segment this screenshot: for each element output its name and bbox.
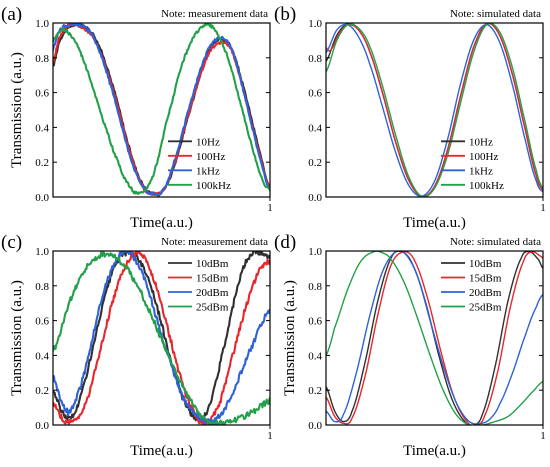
legend-label-15dbm: 15dBm <box>469 273 502 285</box>
y-tick-label: 0.8 <box>35 281 49 293</box>
x-axis-label: Time(a.u.) <box>130 443 193 459</box>
y-tick-label: 0.0 <box>35 192 49 204</box>
y-tick-label: 0.4 <box>308 122 322 134</box>
chart-panel-b: 0.0 0.2 0.4 0.6 0.8 1.0 1 Time(a.u.) (b) Note: si… <box>274 4 546 231</box>
y-tick-label: 0.4 <box>308 350 322 362</box>
x-tick-label: 1 <box>540 202 546 214</box>
legend-label-10dbm: 10dBm <box>469 258 502 270</box>
panel-note: Note: simulated data <box>450 8 541 20</box>
legend-label-10hz: 10Hz <box>196 136 220 148</box>
x-tick-label: 1 <box>267 430 273 442</box>
series-line-1khz <box>326 23 543 197</box>
y-tick-label: 0.2 <box>35 157 49 169</box>
chart-panel-d: 0.0 0.2 0.4 0.6 0.8 1.0 1 Time(a.u.) Transmissio… <box>274 232 546 459</box>
legend-label-10dbm: 10dBm <box>196 258 229 270</box>
series-line-100khz <box>53 23 270 196</box>
y-tick-label: 0.4 <box>35 350 49 362</box>
chart-panel-c: 0.0 0.2 0.4 0.6 0.8 1.0 1 Time(a.u.) Transmissio… <box>1 232 273 459</box>
legend-label-100hz: 100Hz <box>196 151 225 163</box>
plot-frame <box>52 250 271 426</box>
y-tick-label: 0.4 <box>35 122 49 134</box>
series-line-15dbm <box>53 251 270 425</box>
series-line-20dbm <box>326 251 543 425</box>
plot-frame <box>325 22 544 198</box>
y-axis-label: Transmission (a.u.) <box>9 52 25 168</box>
y-tick-label: 0.6 <box>35 316 49 328</box>
panel-letter: (c) <box>1 232 22 253</box>
panel-letter: (b) <box>274 4 296 25</box>
x-axis-label: Time(a.u.) <box>130 215 193 231</box>
y-tick-label: 0.2 <box>35 385 49 397</box>
y-tick-label: 0.0 <box>35 420 49 432</box>
y-tick-label: 0.2 <box>308 385 322 397</box>
series-line-20dbm <box>53 251 270 425</box>
y-tick-label: 0.0 <box>308 192 322 204</box>
y-axis-label: Transmission (a.u.) <box>282 280 298 396</box>
y-tick-label: 0.8 <box>35 53 49 65</box>
panel-note: Note: measurement data <box>161 8 268 20</box>
y-tick-label: 1.0 <box>308 18 322 30</box>
series-line-25dbm <box>53 251 270 425</box>
series-line-25dbm <box>326 251 543 425</box>
series-line-10dbm <box>53 251 270 424</box>
plot-frame <box>52 22 271 198</box>
series-line-100khz <box>326 23 543 197</box>
series-line-1khz <box>53 23 270 197</box>
legend-label-20dbm: 20dBm <box>196 287 229 299</box>
legend-label-20dbm: 20dBm <box>469 287 502 299</box>
x-axis-label: Time(a.u.) <box>403 215 466 231</box>
y-tick-label: 1.0 <box>35 246 49 258</box>
y-tick-label: 0.8 <box>308 53 322 65</box>
series-line-100hz <box>326 23 543 197</box>
panel-note: Note: measurement data <box>161 236 268 248</box>
x-axis-label: Time(a.u.) <box>403 443 466 459</box>
plot-frame <box>325 250 544 426</box>
legend-label-10hz: 10Hz <box>469 136 493 148</box>
series-line-10hz <box>326 23 543 197</box>
y-tick-label: 1.0 <box>308 246 322 258</box>
legend-label-100khz: 100kHz <box>469 180 504 192</box>
y-axis-label: Transmission (a.u.) <box>9 280 25 396</box>
y-tick-label: 0.2 <box>308 157 322 169</box>
series-line-15dbm <box>326 251 543 425</box>
y-tick-label: 0.6 <box>308 316 322 328</box>
x-tick-label: 1 <box>540 430 546 442</box>
panel-letter: (a) <box>1 4 22 25</box>
y-tick-label: 1.0 <box>35 18 49 30</box>
series-line-100hz <box>53 23 270 197</box>
legend-label-25dbm: 25dBm <box>196 302 229 314</box>
chart-panel-a: 0.0 0.2 0.4 0.6 0.8 1.0 1 Time(a.u.) Transmissio… <box>1 4 273 231</box>
legend-label-100khz: 100kHz <box>196 180 231 192</box>
panel-letter: (d) <box>274 232 296 253</box>
series-line-10hz <box>53 23 270 197</box>
legend-label-15dbm: 15dBm <box>196 273 229 285</box>
y-tick-label: 0.0 <box>308 420 322 432</box>
legend-label-1khz: 1kHz <box>469 165 493 177</box>
x-tick-label: 1 <box>267 202 273 214</box>
y-tick-label: 0.8 <box>308 281 322 293</box>
legend-label-100hz: 100Hz <box>469 151 498 163</box>
y-tick-label: 0.6 <box>35 88 49 100</box>
legend-label-25dbm: 25dBm <box>469 302 502 314</box>
panel-note: Note: simulated data <box>450 236 541 248</box>
legend-label-1khz: 1kHz <box>196 165 220 177</box>
y-tick-label: 0.6 <box>308 88 322 100</box>
